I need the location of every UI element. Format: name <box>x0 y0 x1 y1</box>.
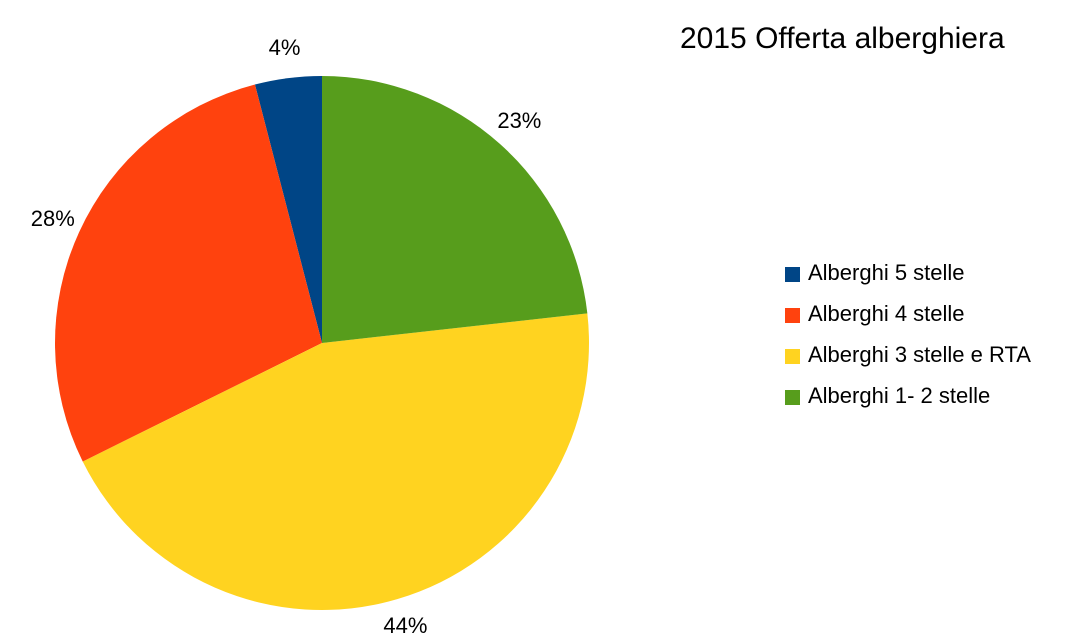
legend-label: Alberghi 1- 2 stelle <box>808 383 990 408</box>
legend-swatch <box>785 349 800 364</box>
data-label: 23% <box>497 108 541 133</box>
legend-label: Alberghi 4 stelle <box>808 301 965 326</box>
legend-label: Alberghi 3 stelle e RTA <box>808 342 1031 367</box>
pie-slice <box>54 84 322 462</box>
legend-swatch <box>785 267 800 282</box>
data-label: 44% <box>383 613 427 638</box>
pie-slice <box>254 76 322 343</box>
legend-swatch <box>785 308 800 323</box>
data-label: 28% <box>31 206 75 231</box>
legend-label: Alberghi 5 stelle <box>808 260 965 285</box>
data-label: 4% <box>269 35 301 60</box>
chart-title: 2015 Offerta alberghiera <box>680 22 1005 55</box>
pie-slice <box>322 76 588 343</box>
pie-slice <box>82 313 590 610</box>
legend-swatch <box>785 390 800 405</box>
